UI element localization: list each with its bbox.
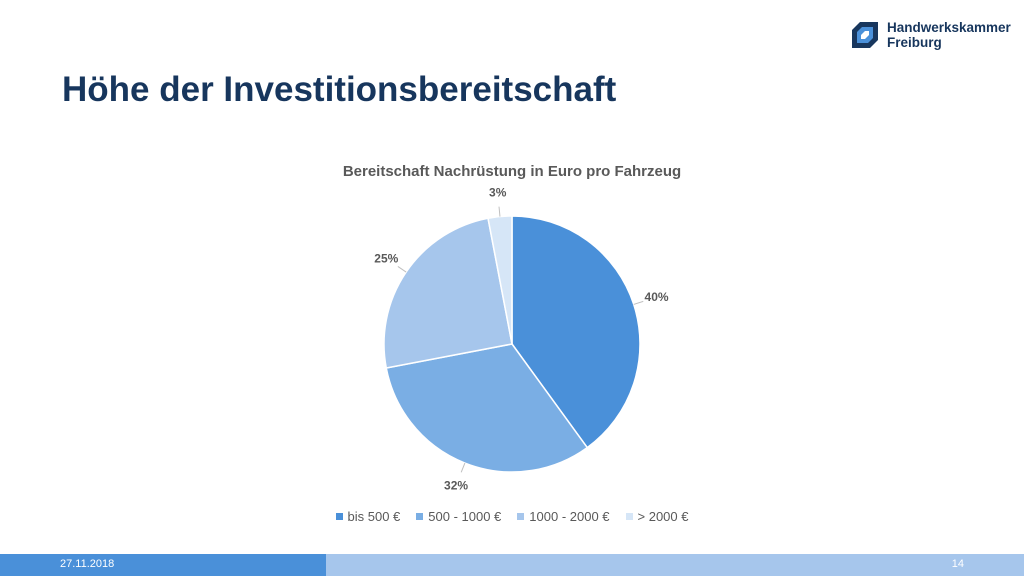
pie-slice-bis-500	[511, 215, 641, 449]
legend-swatch	[517, 513, 525, 520]
legend-swatch	[335, 513, 343, 520]
handwerkskammer-logo-icon	[852, 22, 878, 48]
leader-line	[633, 300, 644, 305]
logo: Handwerkskammer Freiburg	[852, 20, 1012, 52]
legend-swatch	[416, 513, 424, 520]
logo-line-2: Freiburg	[887, 35, 942, 50]
legend-label: bis 500 €	[347, 509, 401, 524]
chart-title: Bereitschaft Nachrüstung in Euro pro Fah…	[342, 163, 682, 180]
legend-label: > 2000 €	[637, 509, 689, 524]
page-title: Höhe der Investitionsbereitschaft	[62, 70, 617, 109]
page-number: 14	[951, 558, 964, 570]
leader-line	[460, 462, 466, 473]
footer-bar: 27.11.2018 14	[0, 554, 1024, 576]
legend-item: 1000 - 2000 €	[517, 509, 610, 524]
logo-line-1: Handwerkskammer	[887, 20, 1011, 35]
chart-legend: bis 500 € 500 - 1000 € 1000 - 2000 € > 2000…	[0, 509, 1024, 524]
legend-label: 1000 - 2000 €	[529, 509, 610, 524]
legend-item: bis 500 €	[335, 509, 401, 524]
footer-date: 27.11.2018	[60, 558, 115, 570]
legend-label: 500 - 1000 €	[428, 509, 502, 524]
leader-line	[498, 206, 501, 217]
footer-accent	[0, 554, 326, 576]
leader-line	[397, 266, 407, 273]
data-label: 25%	[374, 252, 398, 266]
logo-text: Handwerkskammer Freiburg	[887, 20, 1011, 50]
data-label: 32%	[444, 478, 468, 492]
legend-swatch	[625, 513, 633, 520]
data-label: 3%	[489, 186, 507, 200]
data-label: 40%	[645, 290, 669, 304]
legend-item: > 2000 €	[625, 509, 689, 524]
legend-item: 500 - 1000 €	[416, 509, 501, 524]
